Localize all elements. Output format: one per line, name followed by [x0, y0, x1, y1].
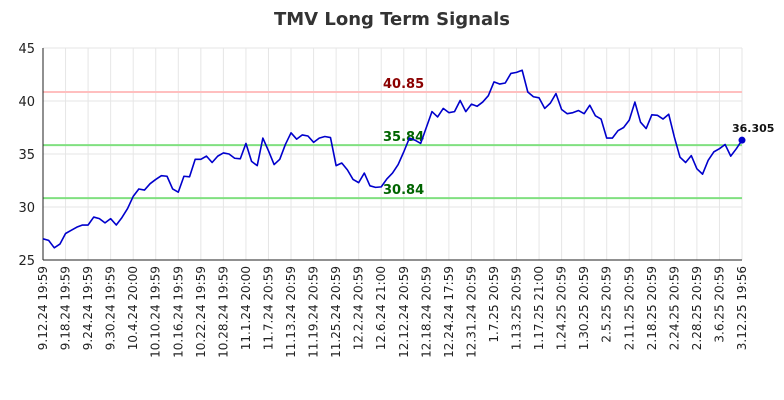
x-tick-label: 1.17.25 21:00: [532, 266, 546, 350]
x-tick-label: 11.13.24 20:59: [284, 266, 298, 358]
x-tick-label: 12.24.24 17:59: [442, 266, 456, 358]
y-tick-label: 35: [18, 148, 35, 163]
x-tick-label: 2.5.25 20:59: [600, 266, 614, 343]
x-tick-label: 12.31.24 20:59: [464, 266, 478, 358]
last-value-label: 36.305: [732, 122, 774, 135]
y-tick-label: 45: [18, 42, 35, 57]
x-tick-label: 1.24.25 20:59: [555, 266, 569, 350]
y-tick-labels: 25 30 35 40 45: [18, 42, 35, 269]
x-tick-label: 11.25.24 20:59: [329, 266, 343, 358]
x-tick-label: 9.24.24 19:59: [81, 266, 95, 350]
chart-title: TMV Long Term Signals: [274, 9, 510, 30]
x-tick-label: 9.12.24 19:59: [36, 266, 50, 350]
reference-lines: 40.85 35.84 30.84: [43, 77, 742, 200]
x-tick-label: 2.28.25 20:59: [690, 266, 704, 350]
x-tick-label: 12.12.24 20:59: [397, 266, 411, 358]
x-tick-label: 10.28.24 19:59: [216, 266, 230, 358]
y-tick-label: 40: [18, 95, 35, 110]
x-tick-label: 11.1.24 20:00: [239, 266, 253, 350]
reference-line-label: 40.85: [383, 77, 424, 92]
x-tick-label: 12.6.24 21:00: [374, 266, 388, 350]
reference-line-label: 30.84: [383, 183, 424, 198]
x-tick-label: 1.7.25 20:59: [487, 266, 501, 343]
series-line: [42, 69, 743, 249]
x-tick-label: 11.19.24 20:59: [307, 266, 321, 358]
x-tick-label: 2.18.25 20:59: [645, 266, 659, 350]
x-tick-label: 10.16.24 19:59: [171, 266, 185, 358]
last-point-marker: [738, 136, 746, 144]
axes: [42, 48, 742, 261]
x-tick-label: 1.30.25 20:59: [577, 266, 591, 350]
x-tick-label: 10.22.24 19:59: [194, 266, 208, 358]
x-tick-label: 1.13.25 20:59: [510, 266, 524, 350]
x-tick-label: 2.24.25 20:59: [667, 266, 681, 350]
x-tick-label: 12.2.24 20:59: [352, 266, 366, 350]
x-tick-label: 12.18.24 20:59: [419, 266, 433, 358]
x-tick-label: 11.7.24 20:59: [261, 266, 275, 350]
y-tick-label: 30: [18, 201, 35, 216]
x-tick-label: 9.18.24 19:59: [59, 266, 73, 350]
x-tick-label: 3.12.25 19:56: [735, 266, 749, 350]
x-tick-label: 2.11.25 20:59: [622, 266, 636, 350]
y-tick-label: 25: [18, 254, 35, 269]
grid: [42, 47, 743, 261]
x-tick-label: 3.6.25 20:59: [712, 266, 726, 343]
x-tick-labels: 9.12.24 19:59 9.18.24 19:59 9.24.24 19:59 9…: [36, 266, 749, 358]
x-tick-label: 9.30.24 19:59: [104, 266, 118, 350]
x-tick-label: 10.4.24 20:00: [126, 266, 140, 350]
reference-line-label: 35.84: [383, 130, 424, 145]
series: 36.305: [42, 69, 774, 249]
x-tick-label: 10.10.24 19:59: [149, 266, 163, 358]
